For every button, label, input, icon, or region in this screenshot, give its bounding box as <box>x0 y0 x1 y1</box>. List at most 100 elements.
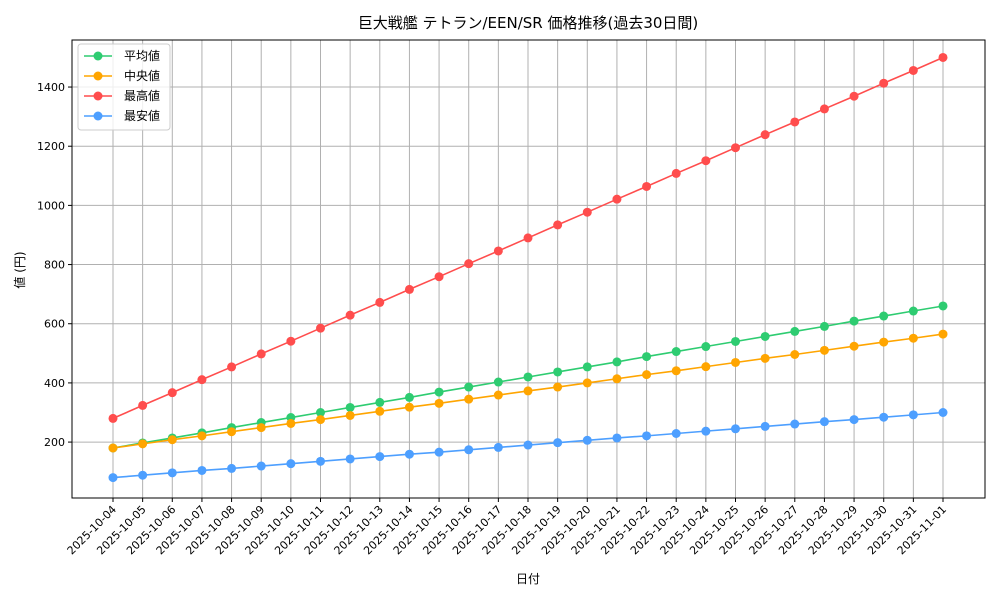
data-point <box>464 259 474 269</box>
data-point <box>108 473 118 483</box>
legend-label: 中央値 <box>124 68 160 83</box>
data-point <box>375 397 385 407</box>
data-point <box>938 52 948 62</box>
y-tick-label: 600 <box>44 318 65 331</box>
data-point <box>493 377 503 387</box>
data-point <box>138 400 148 410</box>
data-point <box>849 415 859 425</box>
data-point <box>523 233 533 243</box>
data-point <box>138 439 148 449</box>
data-point <box>612 194 622 204</box>
data-point <box>701 156 711 166</box>
data-point <box>819 345 829 355</box>
data-point <box>701 342 711 352</box>
data-point <box>938 329 948 339</box>
data-point <box>819 321 829 331</box>
data-point <box>167 435 177 445</box>
data-point <box>197 465 207 475</box>
data-point <box>256 349 266 359</box>
data-point <box>404 284 414 294</box>
data-point <box>464 394 474 404</box>
data-point <box>731 336 740 346</box>
data-point <box>227 427 237 437</box>
data-point <box>760 421 770 431</box>
data-point <box>879 412 889 422</box>
data-point <box>849 316 859 326</box>
data-point <box>345 310 355 320</box>
legend-marker <box>93 71 103 81</box>
data-point <box>286 336 296 346</box>
data-point <box>553 382 563 392</box>
legend-marker <box>93 91 103 101</box>
data-point <box>819 104 829 114</box>
data-point <box>286 418 296 428</box>
series-group <box>108 52 948 483</box>
data-point <box>493 442 503 452</box>
data-point <box>256 461 266 471</box>
data-point <box>286 459 296 469</box>
data-point <box>642 181 652 191</box>
data-point <box>879 337 889 347</box>
data-point <box>760 353 770 363</box>
data-point <box>908 333 918 343</box>
data-point <box>790 350 800 360</box>
data-point <box>790 117 800 127</box>
grid <box>72 40 985 498</box>
data-point <box>404 449 414 459</box>
data-point <box>345 402 355 412</box>
data-point <box>879 311 889 321</box>
data-point <box>404 392 414 402</box>
data-point <box>553 220 563 230</box>
data-point <box>197 375 207 385</box>
y-tick-label: 1200 <box>37 140 65 153</box>
data-point <box>316 415 325 425</box>
data-point <box>553 367 563 377</box>
data-point <box>227 362 237 372</box>
data-point <box>464 382 474 392</box>
chart-title: 巨大戦艦 テトラン/EEN/SR 価格推移(過去30日間) <box>358 14 699 32</box>
data-point <box>316 323 325 333</box>
data-point <box>523 386 533 396</box>
data-point <box>256 423 266 433</box>
data-point <box>434 447 444 457</box>
data-point <box>375 297 385 307</box>
data-point <box>404 402 414 412</box>
data-point <box>731 357 740 367</box>
legend-label: 平均値 <box>124 48 160 63</box>
data-point <box>316 407 325 417</box>
data-point <box>553 438 563 448</box>
y-axis-label: 値 (円) <box>12 251 27 288</box>
data-point <box>227 463 237 473</box>
data-point <box>167 388 177 398</box>
data-point <box>108 443 118 453</box>
data-point <box>582 362 592 372</box>
data-point <box>493 390 503 400</box>
data-point <box>375 406 385 416</box>
data-point <box>138 470 148 480</box>
data-point <box>197 431 207 441</box>
data-point <box>908 306 918 316</box>
data-point <box>434 398 444 408</box>
data-point <box>434 387 444 397</box>
data-point <box>642 352 652 362</box>
y-axis: 200 400 600 800 1000 1200 1400 <box>37 81 72 449</box>
data-point <box>167 468 177 478</box>
data-point <box>701 426 711 436</box>
legend-label: 最高値 <box>124 88 160 103</box>
data-point <box>642 431 652 441</box>
data-point <box>316 456 325 466</box>
legend-marker <box>93 111 103 121</box>
data-point <box>790 326 800 336</box>
legend-marker <box>93 51 103 61</box>
data-point <box>108 413 118 423</box>
data-point <box>582 207 592 217</box>
data-point <box>938 301 948 311</box>
y-tick-label: 1400 <box>37 81 65 94</box>
data-point <box>523 440 533 450</box>
data-point <box>582 378 592 388</box>
data-point <box>938 407 948 417</box>
data-point <box>434 272 444 282</box>
y-tick-label: 200 <box>44 436 65 449</box>
